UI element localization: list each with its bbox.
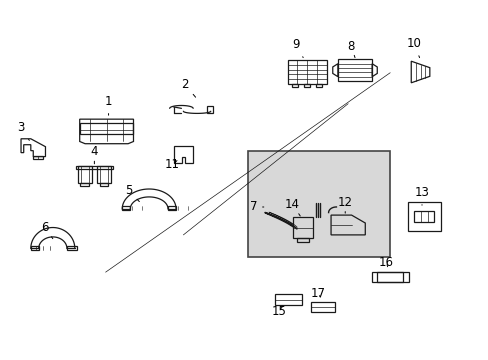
Text: 17: 17 [310,287,325,300]
Text: 11: 11 [165,158,180,171]
Text: 2: 2 [181,78,195,97]
Text: 1: 1 [104,95,112,115]
Text: 4: 4 [90,145,98,164]
Text: 7: 7 [249,201,263,213]
Text: 3: 3 [17,121,29,140]
Text: 9: 9 [292,39,303,58]
Text: 10: 10 [406,37,421,58]
Bar [248,151,389,257]
Text: 6: 6 [41,221,53,239]
Text: 12: 12 [337,196,352,213]
Text: 13: 13 [414,186,428,205]
Text: 5: 5 [124,184,139,202]
Text: 15: 15 [271,305,285,318]
Text: 16: 16 [378,256,393,269]
Text: 14: 14 [285,198,300,216]
Text: 8: 8 [346,40,354,58]
